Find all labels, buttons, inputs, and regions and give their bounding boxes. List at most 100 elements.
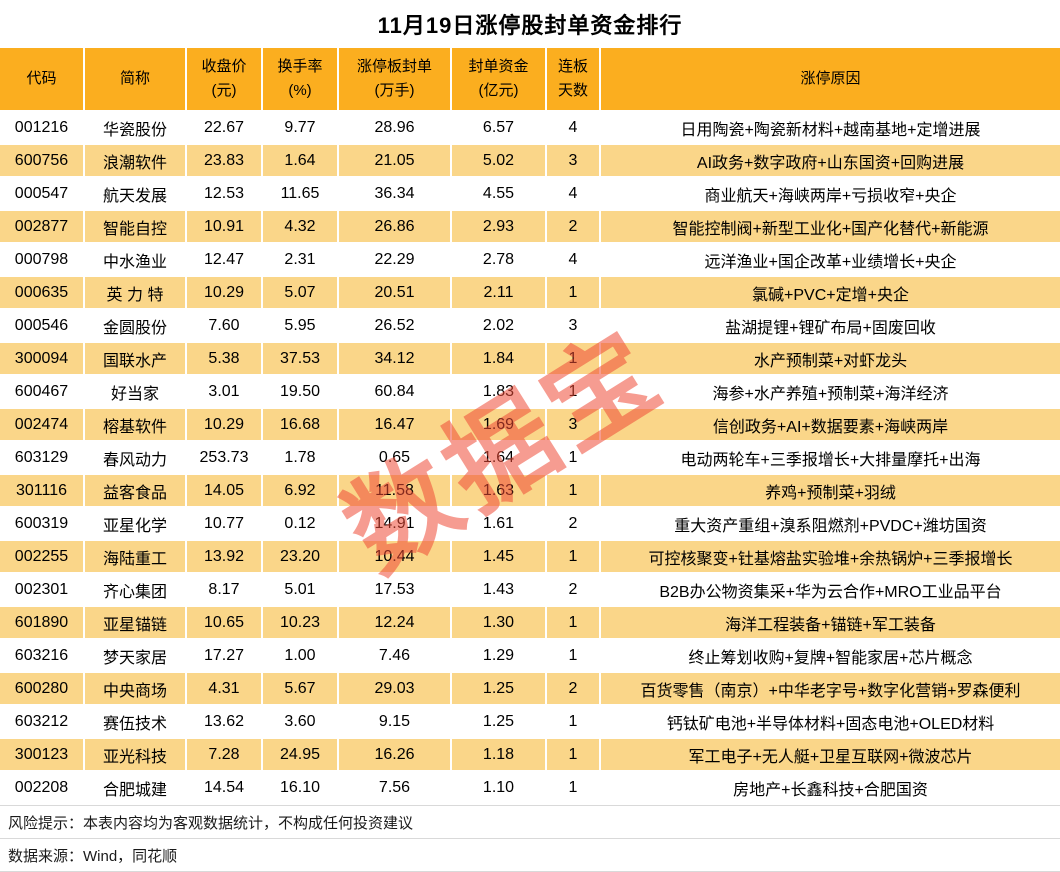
reason-cell: 海洋工程装备+锚链+军工装备 [601,607,1060,640]
reason-cell: 钙钛矿电池+半导体材料+固态电池+OLED材料 [601,706,1060,739]
turnover-cell: 9.77 [263,112,339,145]
turnover-cell: 1.00 [263,640,339,673]
seal_fund-cell: 2.78 [452,244,547,277]
table-row: 002208 合肥城建 14.54 16.10 7.56 1.10 1 房地产+长鑫科技+合肥… [0,772,1060,805]
close-cell: 3.01 [187,376,263,409]
seal_volume-cell: 21.05 [339,145,452,178]
code-cell: 601890 [0,607,85,640]
close-cell: 10.77 [187,508,263,541]
days-cell: 1 [547,475,601,508]
source-note: 数据来源：Wind，同花顺 [0,838,1060,872]
reason-cell: 水产预制菜+对虾龙头 [601,343,1060,376]
days-cell: 3 [547,409,601,442]
table-row: 001216 华瓷股份 22.67 9.77 28.96 6.57 4 日用陶瓷+陶瓷新材料+… [0,112,1060,145]
reason-cell: 远洋渔业+国企改革+业绩增长+央企 [601,244,1060,277]
code-cell: 002208 [0,772,85,805]
close-cell: 10.29 [187,409,263,442]
name-cell: 合肥城建 [85,772,187,805]
seal_fund-cell: 2.02 [452,310,547,343]
seal_volume-cell: 12.24 [339,607,452,640]
turnover-cell: 23.20 [263,541,339,574]
close-cell: 14.54 [187,772,263,805]
close-cell: 10.91 [187,211,263,244]
days-cell: 4 [547,178,601,211]
seal_fund-cell: 1.18 [452,739,547,772]
column-header-close: 收盘价 (元) [187,48,263,112]
code-cell: 603212 [0,706,85,739]
reason-cell: 电动两轮车+三季报增长+大排量摩托+出海 [601,442,1060,475]
close-cell: 4.31 [187,673,263,706]
days-cell: 1 [547,607,601,640]
reason-cell: B2B办公物资集采+华为云合作+MRO工业品平台 [601,574,1060,607]
seal_volume-cell: 20.51 [339,277,452,310]
days-cell: 1 [547,706,601,739]
turnover-cell: 16.10 [263,772,339,805]
name-cell: 海陆重工 [85,541,187,574]
table-row: 300094 国联水产 5.38 37.53 34.12 1.84 1 水产预制菜+对虾龙头 [0,343,1060,376]
seal_fund-cell: 4.55 [452,178,547,211]
column-header-turnover: 换手率 (%) [263,48,339,112]
days-cell: 2 [547,211,601,244]
days-cell: 1 [547,442,601,475]
name-cell: 亚星锚链 [85,607,187,640]
code-cell: 002301 [0,574,85,607]
column-header-name: 简称 [85,48,187,112]
table-row: 600756 浪潮软件 23.83 1.64 21.05 5.02 3 AI政务+数字政府+山… [0,145,1060,178]
days-cell: 1 [547,541,601,574]
code-cell: 001216 [0,112,85,145]
seal_fund-cell: 1.69 [452,409,547,442]
close-cell: 8.17 [187,574,263,607]
name-cell: 榕基软件 [85,409,187,442]
close-cell: 14.05 [187,475,263,508]
days-cell: 2 [547,574,601,607]
table-row: 603212 赛伍技术 13.62 3.60 9.15 1.25 1 钙钛矿电池+半导体材料+… [0,706,1060,739]
turnover-cell: 4.32 [263,211,339,244]
close-cell: 23.83 [187,145,263,178]
table-row: 600280 中央商场 4.31 5.67 29.03 1.25 2 百货零售（南京）+中华老… [0,673,1060,706]
table-header-row: 代码 简称 收盘价 (元) 换手率 (%) 涨停板封单 (万手) 封单资金 (亿元) 连板 … [0,48,1060,112]
reason-cell: 养鸡+预制菜+羽绒 [601,475,1060,508]
seal_volume-cell: 11.58 [339,475,452,508]
seal_volume-cell: 36.34 [339,178,452,211]
table-row: 002255 海陆重工 13.92 23.20 10.44 1.45 1 可控核聚变+钍基熔盐… [0,541,1060,574]
code-cell: 603129 [0,442,85,475]
reason-cell: 军工电子+无人艇+卫星互联网+微波芯片 [601,739,1060,772]
code-cell: 300123 [0,739,85,772]
close-cell: 13.62 [187,706,263,739]
close-cell: 10.29 [187,277,263,310]
turnover-cell: 6.92 [263,475,339,508]
table-row: 000798 中水渔业 12.47 2.31 22.29 2.78 4 远洋渔业+国企改革+业… [0,244,1060,277]
name-cell: 齐心集团 [85,574,187,607]
turnover-cell: 1.64 [263,145,339,178]
name-cell: 智能自控 [85,211,187,244]
close-cell: 253.73 [187,442,263,475]
turnover-cell: 10.23 [263,607,339,640]
days-cell: 1 [547,739,601,772]
name-cell: 亚光科技 [85,739,187,772]
name-cell: 英 力 特 [85,277,187,310]
turnover-cell: 5.01 [263,574,339,607]
turnover-cell: 5.95 [263,310,339,343]
seal_volume-cell: 7.46 [339,640,452,673]
turnover-cell: 3.60 [263,706,339,739]
seal_volume-cell: 17.53 [339,574,452,607]
table-row: 600467 好当家 3.01 19.50 60.84 1.83 1 海参+水产养殖+预制菜+… [0,376,1060,409]
name-cell: 亚星化学 [85,508,187,541]
turnover-cell: 24.95 [263,739,339,772]
name-cell: 中央商场 [85,673,187,706]
name-cell: 梦天家居 [85,640,187,673]
seal_volume-cell: 14.91 [339,508,452,541]
seal_fund-cell: 1.29 [452,640,547,673]
turnover-cell: 37.53 [263,343,339,376]
code-cell: 600280 [0,673,85,706]
reason-cell: 百货零售（南京）+中华老字号+数字化营销+罗森便利 [601,673,1060,706]
table-row: 603129 春风动力 253.73 1.78 0.65 1.64 1 电动两轮车+三季报增长… [0,442,1060,475]
name-cell: 赛伍技术 [85,706,187,739]
close-cell: 17.27 [187,640,263,673]
seal_fund-cell: 1.25 [452,673,547,706]
seal_volume-cell: 34.12 [339,343,452,376]
code-cell: 300094 [0,343,85,376]
table-row: 600319 亚星化学 10.77 0.12 14.91 1.61 2 重大资产重组+溴系阻燃… [0,508,1060,541]
seal_volume-cell: 16.26 [339,739,452,772]
seal_volume-cell: 10.44 [339,541,452,574]
